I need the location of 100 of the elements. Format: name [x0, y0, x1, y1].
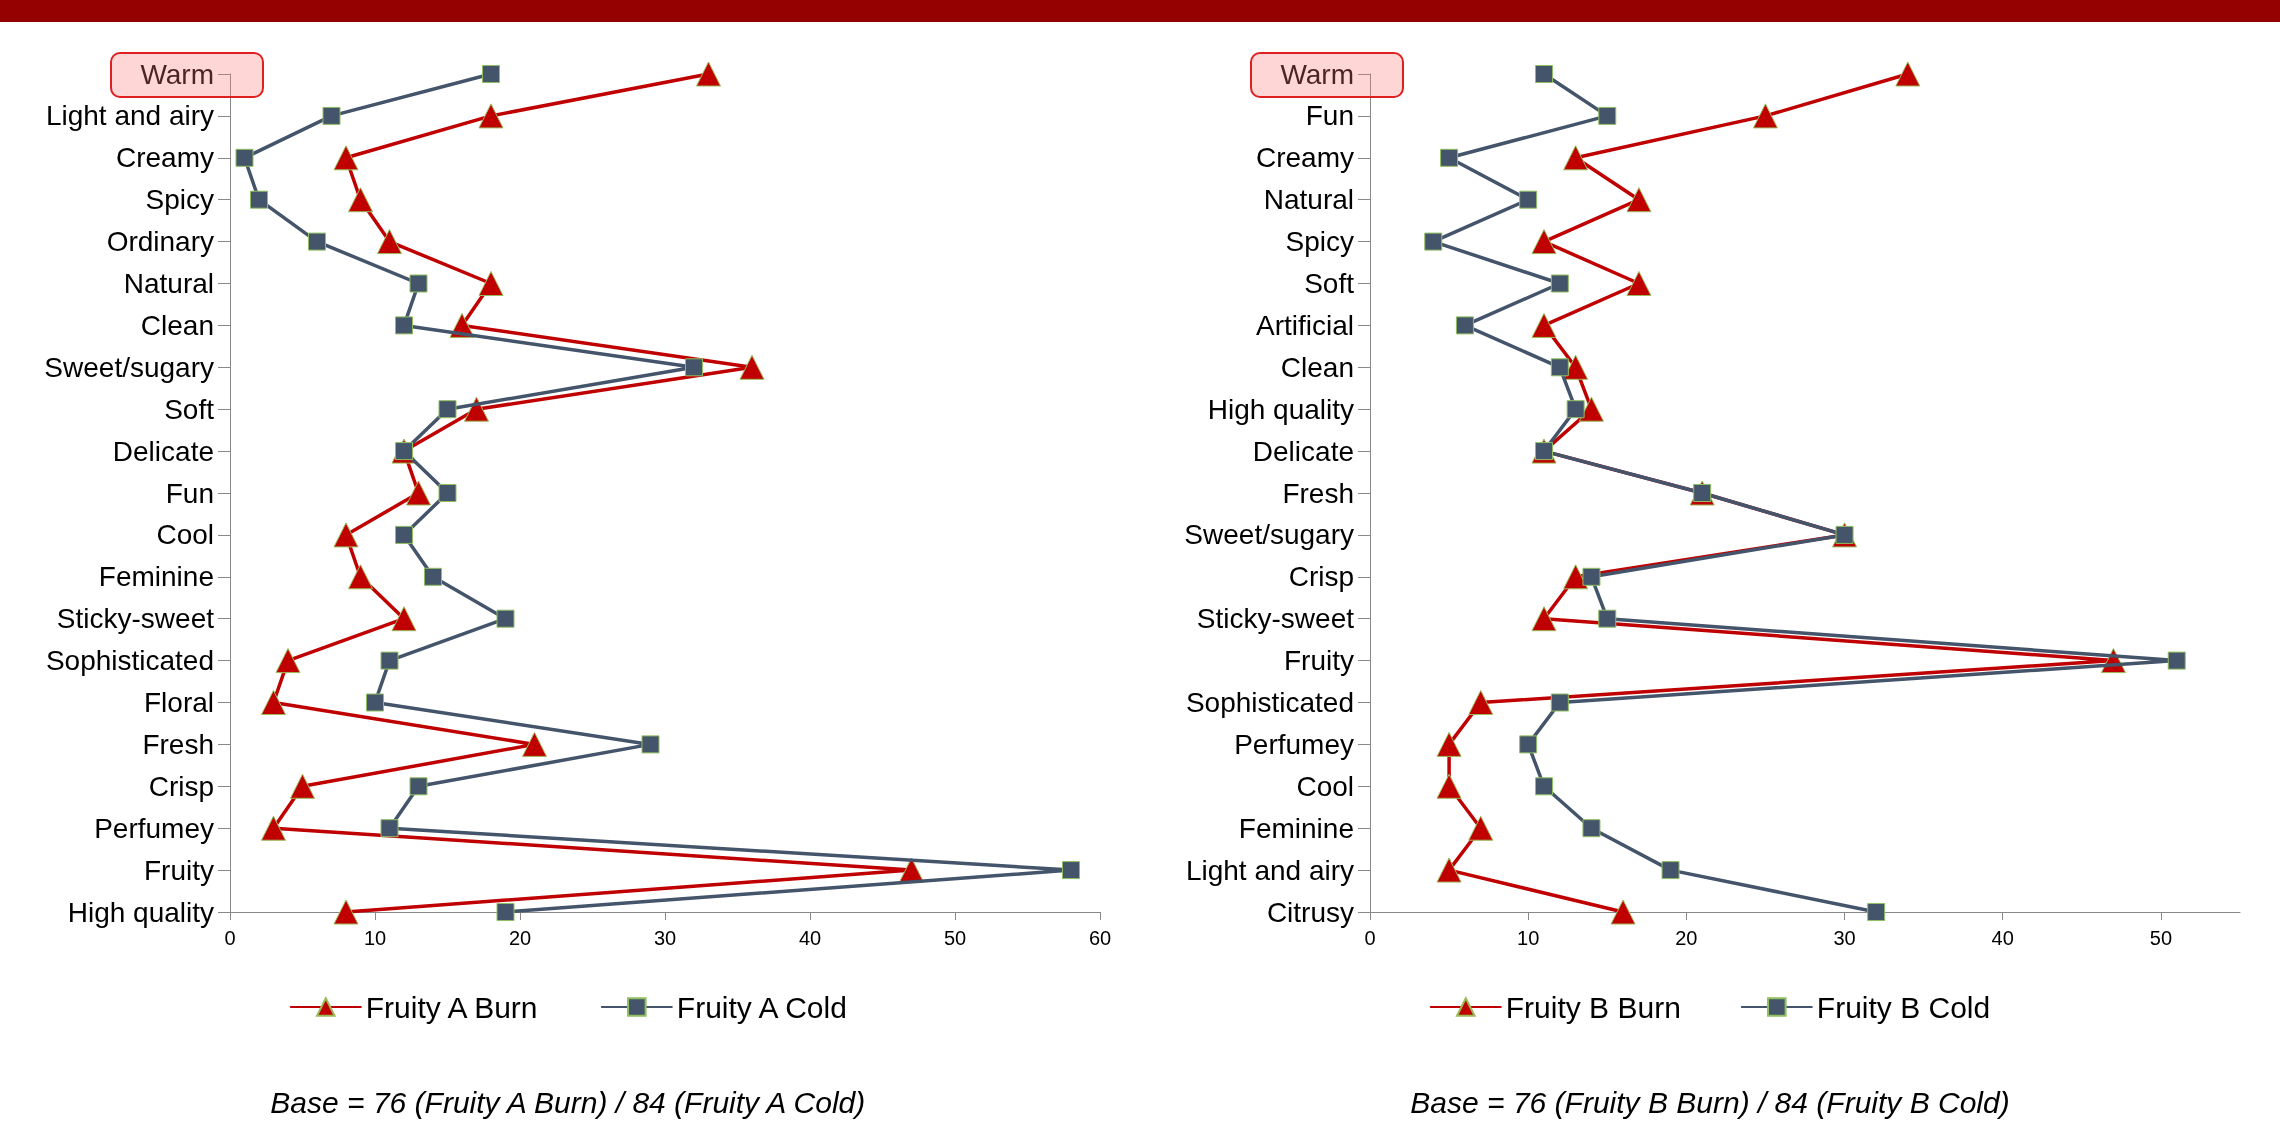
point	[522, 731, 547, 757]
point	[308, 232, 326, 251]
x-tick-label: 40	[798, 927, 822, 949]
point	[1436, 857, 1462, 883]
point	[1531, 606, 1557, 632]
legend-label: Fruity B Cold	[1816, 990, 1991, 1024]
x-tick-label: 20	[1675, 927, 1698, 949]
point	[478, 271, 504, 296]
point	[696, 61, 721, 87]
point	[1598, 106, 1617, 125]
legend-label: Fruity B Burn	[1505, 990, 1681, 1024]
y-tick-label: Sticky-sweet	[1196, 603, 1355, 635]
y-tick-label: Artificial	[1255, 309, 1354, 341]
point	[1535, 65, 1553, 83]
point	[1519, 190, 1538, 209]
point	[1563, 564, 1589, 590]
y-tick-label: Fresh	[1282, 477, 1354, 509]
point	[409, 777, 428, 796]
y-tick-label: Creamy	[115, 142, 214, 174]
legend-label: Fruity A Burn	[365, 990, 538, 1024]
point	[1895, 61, 1921, 87]
point	[438, 400, 457, 419]
text: Base = 76 (Fruity B Burn) / 84 (Fruity B Cold)	[1410, 1085, 2010, 1119]
y-tick-label: Creamy	[1255, 142, 1354, 174]
point	[1752, 103, 1778, 129]
point	[1519, 735, 1538, 754]
y-tick-label: Delicate	[112, 435, 214, 467]
y-tick-label: High quality	[67, 896, 214, 928]
y-tick-label: Feminine	[1238, 812, 1354, 844]
point	[1455, 316, 1474, 335]
x-tick-label: 20	[508, 927, 532, 949]
point	[1468, 690, 1494, 715]
text: Base = 76 (Fruity A Burn) / 84 (Fruity A Cold)	[270, 1085, 866, 1119]
point	[261, 815, 286, 841]
x-tick-label: 50	[2149, 927, 2173, 949]
y-tick-label: Floral	[143, 687, 214, 718]
legend-label: Fruity A Cold	[676, 990, 847, 1024]
point	[235, 148, 254, 167]
point	[1550, 358, 1569, 377]
point	[1550, 274, 1569, 293]
y-tick-label: Sweet/sugary	[44, 351, 214, 383]
x-tick-label: 10	[363, 927, 387, 949]
point	[1563, 145, 1589, 171]
y-tick-label: Sticky-sweet	[56, 603, 215, 635]
x-tick-label: 0	[224, 927, 236, 949]
point	[322, 106, 341, 125]
point	[739, 354, 765, 380]
x-tick-label: 0	[1364, 927, 1376, 949]
point	[1468, 815, 1494, 841]
y-tick-label: Clean	[1280, 351, 1354, 383]
x-tick-label: 40	[1991, 927, 2014, 949]
point	[1582, 567, 1601, 586]
point	[496, 903, 515, 921]
y-tick-label: Delicate	[1252, 435, 1354, 467]
y-tick-label: High quality	[1207, 393, 1354, 425]
x-tick-label: 10	[1517, 927, 1540, 949]
y-tick-label: Natural	[1263, 184, 1354, 216]
y-tick-label: Fruity	[144, 854, 214, 886]
point	[1610, 899, 1636, 925]
x-tick-label: 30	[653, 927, 677, 949]
point	[1531, 312, 1557, 338]
y-tick-label: Light and airy	[45, 100, 214, 132]
point	[380, 819, 399, 838]
y-tick-label: Fresh	[142, 728, 214, 760]
point	[1424, 232, 1443, 251]
y-tick-label: Crisp	[148, 770, 214, 802]
point	[1550, 693, 1569, 712]
y-tick-label: Fun	[1305, 100, 1354, 132]
point	[482, 65, 500, 83]
point	[333, 899, 359, 925]
y-tick-label: Sophisticated	[45, 645, 214, 677]
y-tick-label: Warm	[140, 58, 214, 90]
y-tick-label: Feminine	[98, 561, 214, 593]
y-tick-label: Spicy	[1285, 226, 1354, 258]
point	[1661, 861, 1680, 880]
y-tick-label: Crisp	[1288, 561, 1354, 593]
point	[1563, 354, 1589, 380]
point	[1566, 400, 1585, 419]
point	[1062, 861, 1080, 880]
point	[275, 648, 301, 674]
point	[380, 651, 399, 670]
y-tick-label: Clean	[140, 309, 214, 341]
point	[1440, 148, 1459, 167]
point	[1436, 773, 1462, 799]
y-tick-label: Spicy	[145, 184, 214, 216]
point	[261, 690, 286, 715]
point	[1582, 819, 1601, 838]
y-tick-label: Warm	[1280, 58, 1354, 90]
point	[348, 564, 373, 590]
y-tick-label: Cool	[156, 519, 214, 551]
point	[478, 103, 504, 129]
point	[438, 484, 457, 502]
point	[250, 190, 268, 209]
y-tick-label: Soft	[164, 393, 215, 425]
y-tick-label: Perfumey	[1234, 728, 1354, 760]
x-tick-label: 30	[1833, 927, 1856, 949]
point	[391, 606, 417, 632]
point	[1598, 609, 1617, 628]
point	[1531, 229, 1557, 255]
point	[377, 229, 402, 255]
